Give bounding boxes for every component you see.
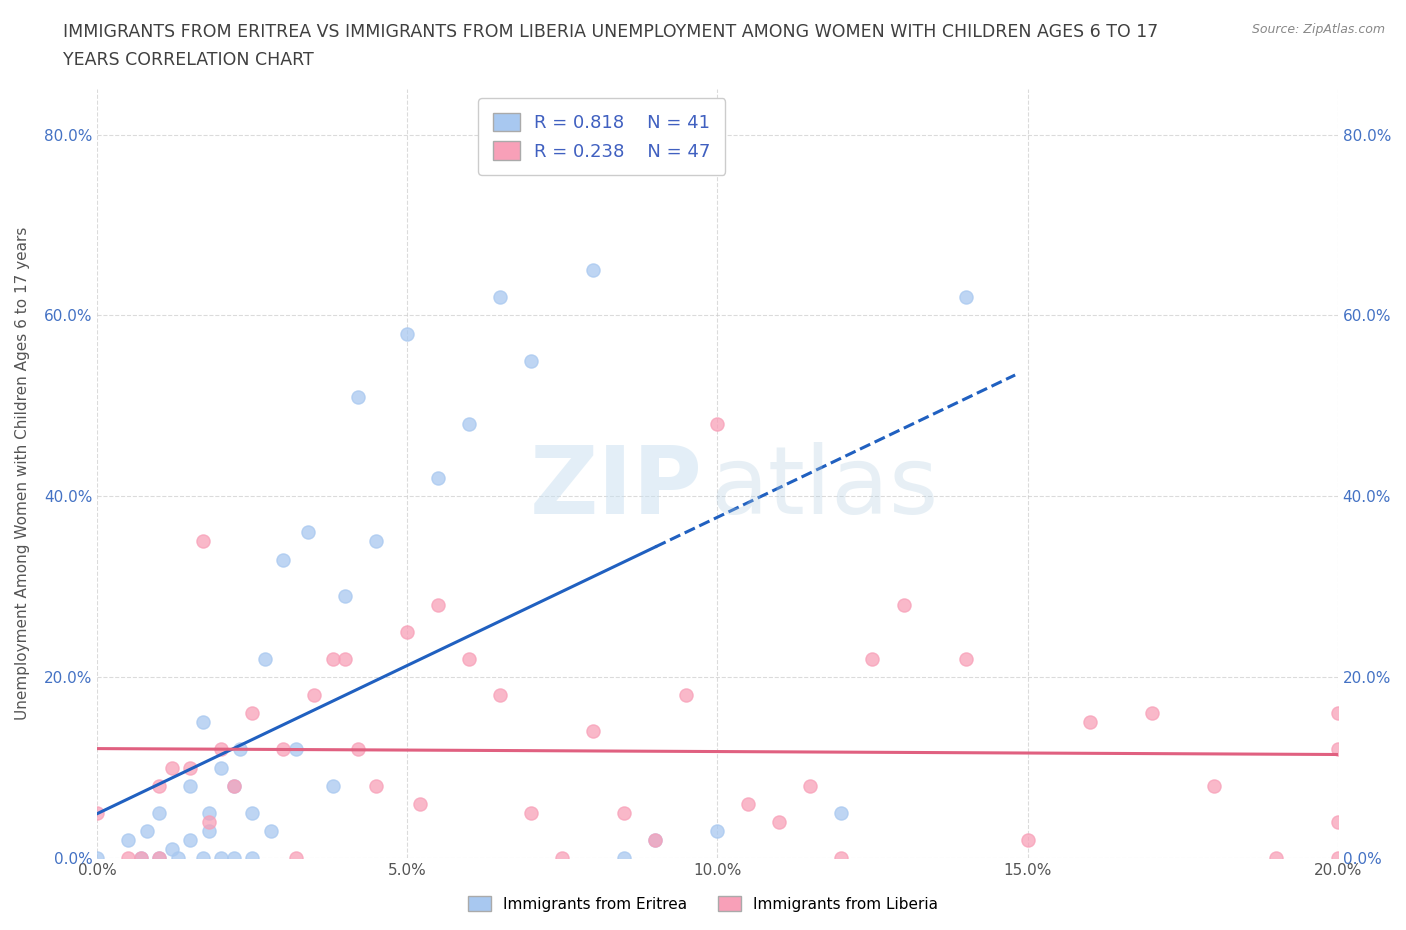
Point bbox=[148, 851, 170, 866]
Point bbox=[86, 805, 108, 820]
Text: IMMIGRANTS FROM ERITREA VS IMMIGRANTS FROM LIBERIA UNEMPLOYMENT AMONG WOMEN WITH: IMMIGRANTS FROM ERITREA VS IMMIGRANTS FR… bbox=[63, 23, 1159, 41]
Point bbox=[148, 851, 170, 866]
Point bbox=[893, 597, 915, 612]
Point bbox=[427, 597, 450, 612]
Point bbox=[346, 390, 368, 405]
Point bbox=[179, 778, 201, 793]
Point bbox=[297, 525, 319, 540]
Text: Source: ZipAtlas.com: Source: ZipAtlas.com bbox=[1251, 23, 1385, 36]
Point bbox=[346, 742, 368, 757]
Point bbox=[520, 805, 543, 820]
Point bbox=[458, 652, 481, 667]
Point bbox=[191, 715, 214, 730]
Point bbox=[489, 290, 512, 305]
Point bbox=[209, 742, 232, 757]
Point bbox=[198, 823, 221, 838]
Point bbox=[284, 851, 307, 866]
Point bbox=[179, 760, 201, 775]
Text: ZIP: ZIP bbox=[530, 443, 703, 534]
Point bbox=[191, 851, 214, 866]
Legend: R = 0.818    N = 41, R = 0.238    N = 47: R = 0.818 N = 41, R = 0.238 N = 47 bbox=[478, 99, 725, 175]
Point bbox=[582, 724, 605, 738]
Point bbox=[222, 778, 245, 793]
Point bbox=[366, 778, 388, 793]
Point bbox=[222, 851, 245, 866]
Point bbox=[409, 796, 432, 811]
Point bbox=[427, 471, 450, 485]
Point bbox=[706, 823, 728, 838]
Point bbox=[489, 688, 512, 703]
Point bbox=[644, 832, 666, 847]
Point bbox=[799, 778, 821, 793]
Point bbox=[222, 778, 245, 793]
Point bbox=[322, 778, 344, 793]
Point bbox=[198, 815, 221, 830]
Point bbox=[396, 624, 419, 639]
Text: atlas: atlas bbox=[710, 443, 938, 534]
Point bbox=[148, 805, 170, 820]
Point bbox=[1326, 815, 1348, 830]
Point bbox=[229, 742, 252, 757]
Point bbox=[1326, 706, 1348, 721]
Point bbox=[271, 742, 294, 757]
Point bbox=[335, 589, 357, 604]
Point bbox=[304, 688, 326, 703]
Point bbox=[862, 652, 884, 667]
Point bbox=[209, 851, 232, 866]
Point bbox=[148, 778, 170, 793]
Point bbox=[396, 326, 419, 341]
Text: YEARS CORRELATION CHART: YEARS CORRELATION CHART bbox=[63, 51, 314, 69]
Point bbox=[551, 851, 574, 866]
Point bbox=[1078, 715, 1101, 730]
Point bbox=[1326, 742, 1348, 757]
Point bbox=[1140, 706, 1163, 721]
Point bbox=[271, 552, 294, 567]
Point bbox=[955, 652, 977, 667]
Point bbox=[335, 652, 357, 667]
Point bbox=[706, 417, 728, 432]
Point bbox=[644, 832, 666, 847]
Point bbox=[830, 805, 852, 820]
Point bbox=[830, 851, 852, 866]
Point bbox=[737, 796, 759, 811]
Point bbox=[458, 417, 481, 432]
Point bbox=[135, 823, 157, 838]
Point bbox=[209, 760, 232, 775]
Point bbox=[768, 815, 790, 830]
Point bbox=[613, 851, 636, 866]
Point bbox=[167, 851, 190, 866]
Legend: Immigrants from Eritrea, Immigrants from Liberia: Immigrants from Eritrea, Immigrants from… bbox=[463, 889, 943, 918]
Point bbox=[86, 851, 108, 866]
Point bbox=[520, 353, 543, 368]
Point bbox=[322, 652, 344, 667]
Point bbox=[1017, 832, 1039, 847]
Point bbox=[129, 851, 152, 866]
Point bbox=[160, 842, 183, 857]
Point bbox=[129, 851, 152, 866]
Point bbox=[240, 805, 263, 820]
Point bbox=[582, 263, 605, 278]
Point bbox=[179, 832, 201, 847]
Point bbox=[1264, 851, 1286, 866]
Point bbox=[198, 805, 221, 820]
Point bbox=[160, 760, 183, 775]
Point bbox=[117, 832, 139, 847]
Point bbox=[1326, 851, 1348, 866]
Point bbox=[1202, 778, 1225, 793]
Point bbox=[955, 290, 977, 305]
Point bbox=[366, 534, 388, 549]
Point bbox=[240, 706, 263, 721]
Point bbox=[675, 688, 697, 703]
Y-axis label: Unemployment Among Women with Children Ages 6 to 17 years: Unemployment Among Women with Children A… bbox=[15, 227, 30, 721]
Point bbox=[284, 742, 307, 757]
Point bbox=[253, 652, 276, 667]
Point bbox=[240, 851, 263, 866]
Point bbox=[260, 823, 283, 838]
Point bbox=[613, 805, 636, 820]
Point bbox=[117, 851, 139, 866]
Point bbox=[191, 534, 214, 549]
